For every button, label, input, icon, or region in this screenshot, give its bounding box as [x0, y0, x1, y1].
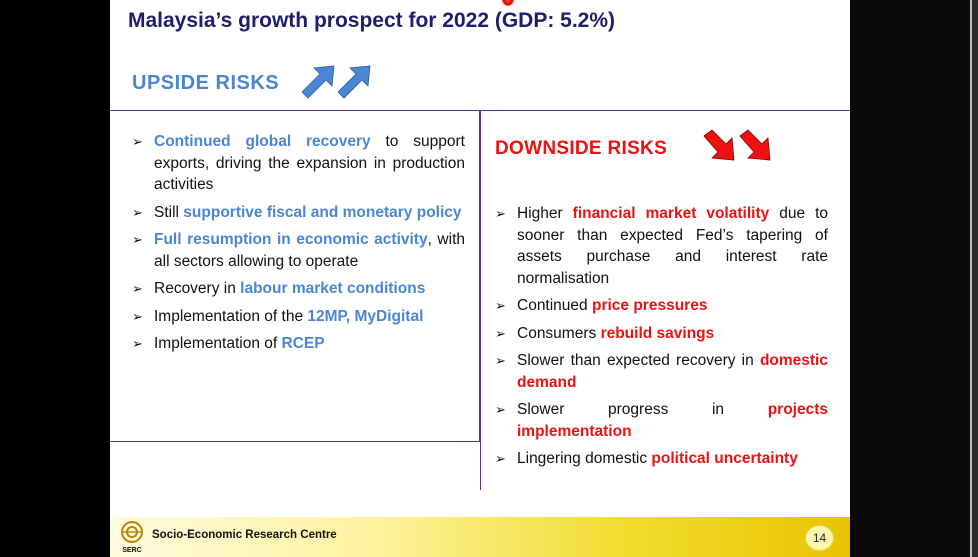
highlight-text: rebuild savings	[600, 324, 715, 342]
slide: Malaysia’s growth prospect for 2022 (GDP…	[110, 0, 850, 557]
arrow-bullet-icon: ➢	[495, 298, 506, 313]
highlight-text: RCEP	[281, 335, 325, 352]
upside-item: ➢ Implementation of the 12MP, MyDigital	[132, 306, 465, 328]
body-text: Lingering domestic	[517, 450, 652, 467]
down-arrow-icon	[703, 129, 771, 161]
serc-logo: SERC	[121, 521, 143, 554]
body-text: Continued	[517, 297, 592, 314]
highlight-text: 12MP, MyDigital	[307, 307, 424, 325]
body-text: Recovery in	[154, 280, 241, 297]
scrollbar[interactable]	[972, 0, 978, 557]
downside-list: ➢ Higher financial market volatility due …	[495, 203, 828, 476]
slide-title: Malaysia’s growth prospect for 2022 (GDP…	[128, 9, 616, 32]
body-text: Slower than expected recovery in	[517, 352, 760, 369]
window-edge	[850, 0, 978, 557]
arrow-bullet-icon: ➢	[495, 402, 506, 417]
body-text: Slower progress in	[517, 401, 768, 418]
highlight-text: Full resumption in economic activity	[154, 231, 428, 248]
downside-item: ➢ Lingering domestic political uncertaint…	[495, 448, 828, 470]
highlight-text: projects implementation	[517, 401, 828, 440]
body-text: Implementation of	[154, 335, 282, 352]
downside-item: ➢ Consumers rebuild savings	[495, 323, 828, 345]
footer-org-name: Socio-Economic Research Centre	[152, 529, 337, 541]
highlight-text: Continued global recovery	[154, 133, 371, 150]
body-text: Consumers	[517, 324, 601, 342]
downside-box	[480, 110, 850, 490]
upside-item: ➢ Continued global recovery to support ex…	[132, 131, 465, 196]
arrow-bullet-icon: ➢	[495, 353, 506, 368]
arrow-bullet-icon: ➢	[495, 206, 506, 221]
body-text: , with all sectors allowing to operate	[154, 231, 465, 270]
arrow-bullet-icon: ➢	[132, 204, 143, 220]
arrow-bullet-icon: ➢	[495, 451, 506, 466]
arrow-bullet-icon: ➢	[132, 134, 143, 149]
arrow-bullet-icon: ➢	[132, 308, 143, 324]
highlight-text: labour market conditions	[240, 280, 426, 297]
highlight-text: domestic demand	[517, 352, 828, 391]
body-text: Still	[154, 203, 184, 221]
body-text: to support exports, driving the expansio…	[154, 133, 465, 193]
arrow-bullet-icon: ➢	[132, 281, 143, 296]
footer-bar: SERC Socio-Economic Research Centre 14	[110, 517, 850, 557]
laser-pointer	[502, 0, 514, 6]
arrow-bullet-icon: ➢	[132, 232, 143, 247]
body-text: due to sooner than expected Fed’s taperi…	[517, 205, 828, 287]
upside-heading: UPSIDE RISKS	[132, 72, 280, 94]
arrow-bullet-icon: ➢	[132, 336, 143, 351]
downside-item: ➢ Slower than expected recovery in domest…	[495, 350, 828, 393]
upside-item: ➢ Still supportive fiscal and monetary po…	[132, 202, 465, 224]
downside-item: ➢ Slower progress in projects implementat…	[495, 399, 828, 442]
highlight-text: price pressures	[591, 297, 708, 314]
page-number: 14	[805, 525, 834, 551]
highlight-text: financial market volatility	[572, 205, 770, 222]
upside-box	[110, 110, 480, 442]
body-text: Higher	[517, 205, 573, 222]
downside-heading: DOWNSIDE RISKS	[495, 138, 668, 159]
downside-item: ➢ Higher financial market volatility due …	[495, 203, 828, 289]
upside-item: ➢ Full resumption in economic activity, w…	[132, 229, 465, 272]
highlight-text: political uncertainty	[651, 450, 798, 467]
body-text: Implementation of the	[154, 307, 308, 325]
up-arrow-icon	[301, 65, 371, 99]
upside-item: ➢ Implementation of RCEP	[132, 333, 465, 355]
upside-item: ➢ Recovery in labour market conditions	[132, 278, 465, 300]
arrow-bullet-icon: ➢	[495, 325, 506, 341]
downside-item: ➢ Continued price pressures	[495, 295, 828, 317]
upside-list: ➢ Continued global recovery to support ex…	[132, 131, 465, 361]
svg-text:SERC: SERC	[122, 547, 141, 554]
highlight-text: supportive fiscal and monetary policy	[183, 203, 462, 221]
